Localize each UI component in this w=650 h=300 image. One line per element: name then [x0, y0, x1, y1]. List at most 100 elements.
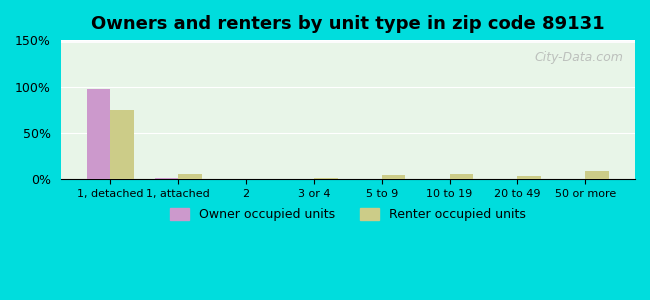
Bar: [60, 41, 635, 43]
Bar: [517, 176, 541, 179]
Bar: [60, 41, 635, 43]
Bar: [60, 41, 635, 42]
Bar: [60, 41, 635, 43]
Bar: [60, 41, 635, 43]
Bar: [60, 41, 635, 43]
Bar: [450, 174, 473, 179]
Bar: [60, 40, 635, 42]
Bar: [60, 41, 635, 42]
Bar: [60, 40, 635, 42]
Bar: [60, 41, 635, 43]
Bar: [60, 41, 635, 42]
Bar: [60, 40, 635, 42]
Text: City-Data.com: City-Data.com: [535, 51, 623, 64]
Bar: [60, 41, 635, 43]
Bar: [60, 41, 635, 42]
Bar: [60, 41, 635, 43]
Bar: [60, 40, 635, 42]
Bar: [60, 41, 635, 42]
Bar: [60, 41, 635, 42]
Bar: [60, 41, 635, 43]
Bar: [60, 40, 635, 42]
Bar: [382, 175, 406, 179]
Bar: [60, 40, 635, 42]
Bar: [60, 41, 635, 43]
Bar: [60, 40, 635, 42]
Bar: [60, 41, 635, 43]
Bar: [60, 40, 635, 42]
Bar: [60, 41, 635, 42]
Bar: [60, 40, 635, 42]
Bar: [60, 41, 635, 43]
Bar: [60, 40, 635, 42]
Bar: [60, 40, 635, 42]
Bar: [60, 40, 635, 42]
Bar: [60, 41, 635, 42]
Bar: [86, 89, 110, 179]
Bar: [60, 40, 635, 41]
Bar: [60, 41, 635, 42]
Bar: [60, 40, 635, 42]
Bar: [60, 41, 635, 43]
Bar: [60, 40, 635, 42]
Bar: [60, 40, 635, 42]
Bar: [60, 41, 635, 42]
Bar: [60, 40, 635, 42]
Bar: [60, 41, 635, 43]
Bar: [178, 174, 202, 179]
Bar: [60, 41, 635, 43]
Bar: [60, 41, 635, 43]
Bar: [60, 40, 635, 42]
Bar: [60, 41, 635, 42]
Bar: [60, 40, 635, 42]
Bar: [60, 40, 635, 42]
Bar: [60, 40, 635, 42]
Bar: [60, 40, 635, 42]
Bar: [60, 41, 635, 43]
Bar: [60, 40, 635, 42]
Bar: [60, 40, 635, 42]
Bar: [314, 178, 337, 179]
Bar: [60, 41, 635, 43]
Bar: [60, 41, 635, 42]
Bar: [60, 41, 635, 42]
Bar: [60, 40, 635, 42]
Bar: [60, 41, 635, 43]
Bar: [60, 41, 635, 42]
Bar: [60, 41, 635, 43]
Bar: [60, 41, 635, 42]
Bar: [585, 171, 609, 179]
Bar: [60, 41, 635, 42]
Bar: [60, 41, 635, 42]
Bar: [60, 41, 635, 43]
Bar: [60, 40, 635, 42]
Bar: [60, 40, 635, 42]
Bar: [60, 40, 635, 42]
Bar: [60, 40, 635, 42]
Bar: [60, 41, 635, 43]
Bar: [60, 41, 635, 43]
Bar: [60, 41, 635, 43]
Bar: [60, 40, 635, 42]
Bar: [60, 41, 635, 43]
Bar: [60, 41, 635, 42]
Bar: [60, 40, 635, 42]
Bar: [60, 40, 635, 42]
Bar: [60, 41, 635, 43]
Bar: [60, 41, 635, 42]
Bar: [60, 41, 635, 42]
Bar: [60, 41, 635, 42]
Legend: Owner occupied units, Renter occupied units: Owner occupied units, Renter occupied un…: [165, 202, 530, 226]
Bar: [60, 41, 635, 42]
Bar: [60, 40, 635, 42]
Bar: [60, 40, 635, 42]
Bar: [60, 41, 635, 43]
Bar: [155, 178, 178, 179]
Bar: [60, 41, 635, 42]
Bar: [60, 41, 635, 43]
Bar: [60, 40, 635, 41]
Bar: [60, 41, 635, 42]
Bar: [111, 110, 134, 179]
Bar: [60, 41, 635, 43]
Bar: [60, 41, 635, 42]
